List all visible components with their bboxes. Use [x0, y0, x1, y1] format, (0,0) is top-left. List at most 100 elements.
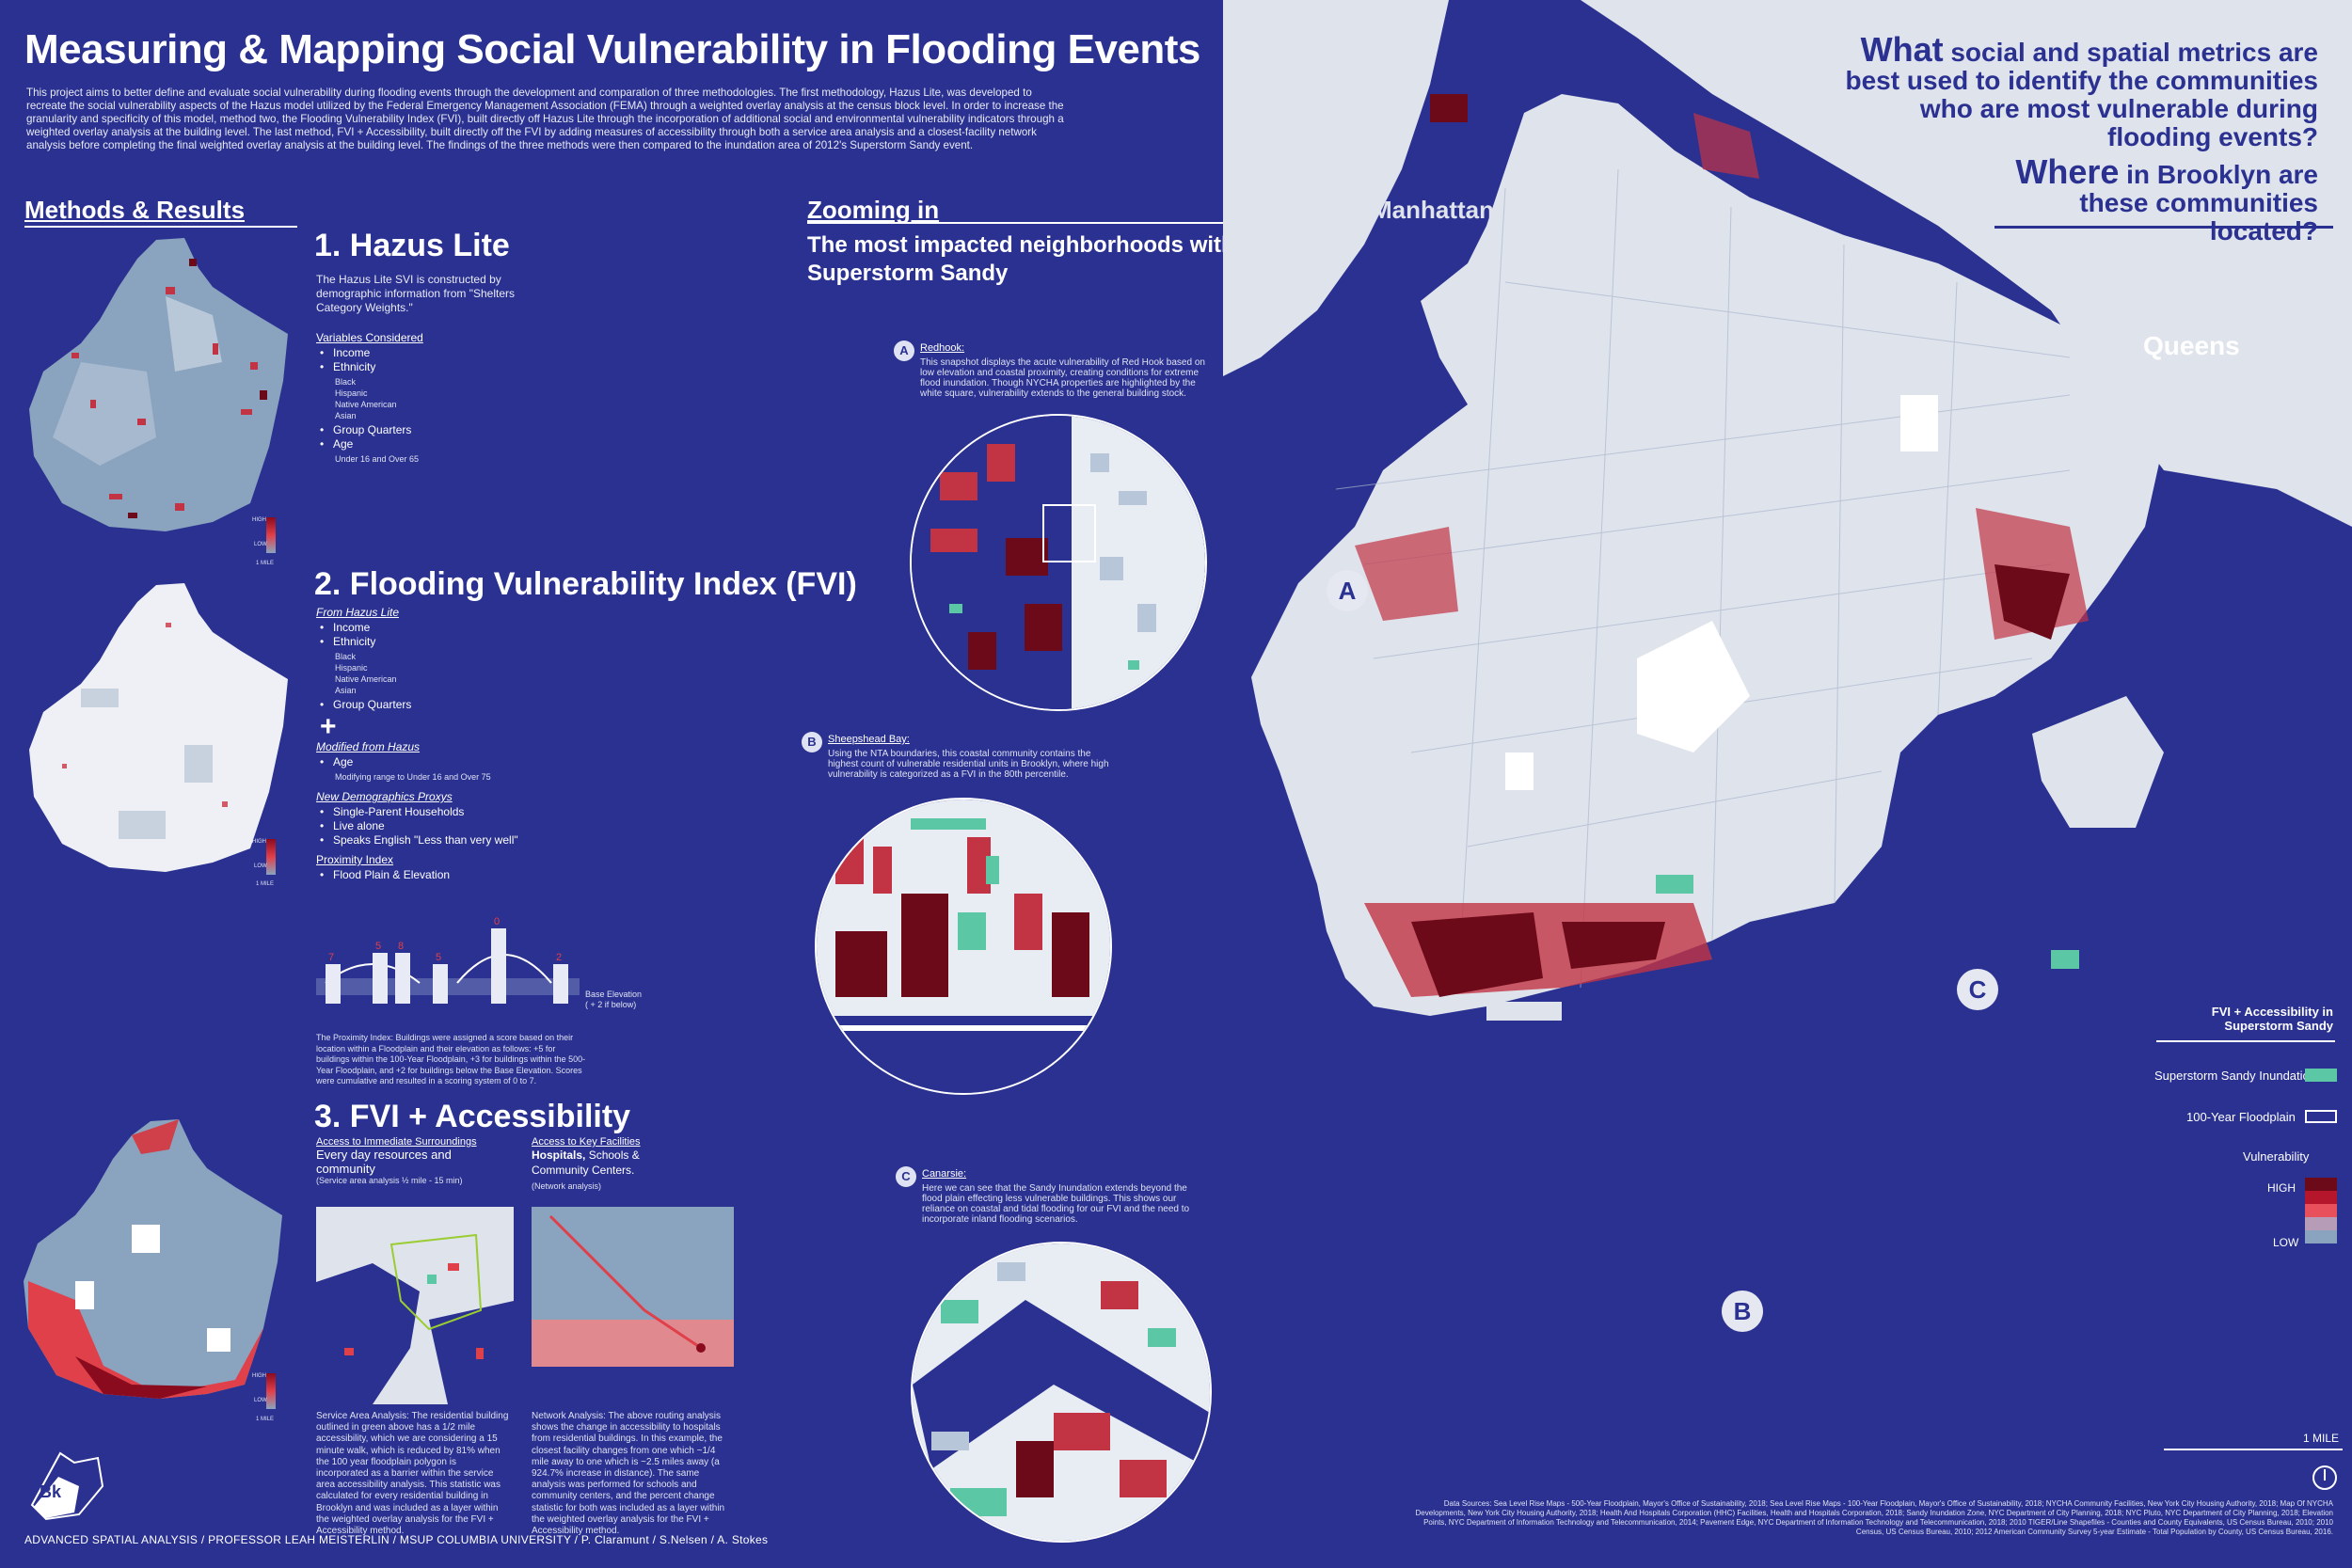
imm-surroundings-sub: (Service area analysis ½ mile - 15 min) — [316, 1176, 463, 1185]
hazus-heading: 1. Hazus Lite — [314, 228, 510, 263]
sheepshead-description: Using the NTA boundaries, this coastal c… — [828, 749, 1109, 780]
fvi-var-group: Group Quarters — [320, 698, 542, 712]
hazus-scale: 1 MILE — [256, 561, 275, 566]
hazus-legend-low: LOW — [254, 542, 267, 547]
fvi-eth-asian: Asian — [335, 686, 357, 695]
hazus-legend-ramp — [266, 517, 276, 553]
legend-floodplain-label: 100-Year Floodplain — [2186, 1110, 2296, 1124]
fvi-new-demo-label: New Demographics Proxys — [316, 790, 453, 803]
legend-ramp-4 — [2305, 1217, 2337, 1230]
fvi-demo-english: Speaks English "Less than very well" — [320, 833, 542, 847]
map-marker-b[interactable]: B — [1722, 1291, 1763, 1332]
poster-title: Measuring & Mapping Social Vulnerability… — [24, 26, 1200, 72]
service-area-map — [316, 1207, 514, 1404]
fvi-var-ethnicity: Ethnicity — [320, 635, 542, 649]
hazus-eth-black: Black — [335, 377, 357, 387]
legend-ramp-3 — [2305, 1204, 2337, 1217]
hazus-eth-native: Native American — [335, 400, 397, 409]
fvi-eth-black: Black — [335, 652, 357, 661]
proximity-diagram: 7 5 8 5 0 2 — [316, 916, 580, 1004]
brooklyn-main-map[interactable] — [1223, 0, 2352, 1568]
key-facilities-title: Hospitals, Schools & Community Centers. … — [532, 1148, 640, 1191]
hazus-vars-label: Variables Considered — [316, 331, 423, 344]
canarsie-badge: C — [896, 1166, 916, 1187]
legend-low-label: LOW — [2273, 1236, 2299, 1249]
question-underline — [1994, 226, 2333, 229]
score-label-4: 5 — [436, 952, 441, 963]
north-arrow-icon — [2312, 1465, 2337, 1490]
map-marker-a[interactable]: A — [1327, 570, 1368, 611]
redhook-zoom-circle[interactable] — [910, 414, 1207, 711]
score-label-1: 7 — [328, 952, 334, 963]
fvi-demo-single-parent: Single-Parent Households — [320, 805, 542, 819]
coney-island — [1486, 1002, 1562, 1021]
legend-ramp-2 — [2305, 1191, 2337, 1204]
sheepshead-name: Sheepshead Bay: — [828, 734, 910, 745]
data-sources: Data Sources: Sea Level Rise Maps - 500-… — [1415, 1499, 2333, 1536]
methods-underline — [24, 226, 297, 228]
service-area-description: Service Area Analysis: The residential b… — [316, 1411, 509, 1537]
canarsie-zoom-circle[interactable] — [911, 1242, 1212, 1543]
intro-paragraph: This project aims to better define and e… — [26, 87, 1064, 151]
network-description: Network Analysis: The above routing anal… — [532, 1411, 725, 1537]
sandy-inundation — [1656, 875, 2079, 969]
queens-label: Queens — [2143, 331, 2240, 360]
legend-high-label: HIGH — [2267, 1181, 2296, 1195]
access-scale: 1 MILE — [256, 1417, 275, 1422]
hazus-description: The Hazus Lite SVI is constructed by dem… — [316, 273, 516, 314]
legend-sandy-label: Superstorm Sandy Inundation — [2154, 1069, 2316, 1083]
hazus-eth-asian: Asian — [335, 411, 357, 420]
hazus-legend-high: HIGH — [252, 517, 266, 523]
fvi-var-income: Income — [320, 621, 542, 635]
base-elevation-label: Base Elevation( + 2 if below) — [585, 990, 643, 1009]
sheepshead-badge: B — [802, 732, 822, 752]
imm-surroundings-label: Access to Immediate Surroundings — [316, 1136, 477, 1148]
redhook-name: Redhook: — [920, 342, 965, 354]
access-legend-ramp — [266, 1373, 276, 1409]
score-label-3: 8 — [398, 941, 404, 952]
sheepshead-zoom-circle[interactable] — [815, 798, 1112, 1095]
legend-vulnerability-label: Vulnerability — [2243, 1149, 2310, 1164]
legend-ramp-5 — [2305, 1230, 2337, 1243]
imm-surroundings-title: Every day resources and community — [316, 1148, 452, 1176]
map-marker-c[interactable]: C — [1957, 969, 1998, 1010]
fvi-map — [29, 583, 288, 872]
map-scale-label: 1 MILE — [2303, 1432, 2340, 1445]
redhook-description: This snapshot displays the acute vulnera… — [920, 357, 1205, 399]
fvi-scale: 1 MILE — [256, 881, 275, 887]
legend-sandy-swatch — [2305, 1069, 2337, 1082]
access-legend-low: LOW — [254, 1398, 267, 1403]
fvi-proximity-label: Proximity Index — [316, 853, 394, 866]
zoom-underline — [807, 222, 1249, 224]
footer-credits: ADVANCED SPATIAL ANALYSIS / PROFESSOR LE… — [24, 1533, 769, 1546]
hazus-var-age: Age — [320, 437, 532, 451]
brooklyn-landmass — [1251, 94, 2164, 1016]
access-heading: 3. FVI + Accessibility — [314, 1099, 631, 1134]
legend-title: FVI + Accessibility in Superstorm Sandy — [2211, 1005, 2333, 1033]
fvi-modified-label: Modified from Hazus — [316, 740, 421, 753]
canarsie-description: Here we can see that the Sandy Inundatio… — [922, 1183, 1190, 1225]
manhattan-label: Manhattan — [1372, 196, 1494, 224]
legend-floodplain-swatch — [2305, 1110, 2337, 1123]
fvi-age-sub: Modifying range to Under 16 and Over 75 — [335, 772, 491, 782]
fvi-eth-native: Native American — [335, 674, 397, 684]
score-label-6: 2 — [556, 952, 562, 963]
hazus-var-group: Group Quarters — [320, 423, 532, 437]
borough-locator-map — [30, 1451, 104, 1521]
fvi-demo-live-alone: Live alone — [320, 819, 542, 833]
hazus-eth-hispanic: Hispanic — [335, 388, 368, 398]
fvi-prox-item: Flood Plain & Elevation — [320, 868, 542, 882]
methods-heading: Methods & Results — [24, 196, 246, 224]
plus-sign: + — [320, 711, 337, 742]
network-analysis-map — [532, 1207, 734, 1404]
borough-label: Bk — [40, 1482, 62, 1501]
access-legend-high: HIGH — [252, 1373, 266, 1379]
zoom-subheading: The most impacted neighborhoods within S… — [807, 232, 1256, 286]
research-question-2: Where in Brooklyn are these communities … — [2015, 152, 2318, 245]
fvi-from-label: From Hazus Lite — [316, 606, 400, 619]
research-question-1: What social and spatial metrics are best… — [1845, 30, 2318, 151]
fvi-legend-low: LOW — [254, 863, 267, 869]
fvi-heading: 2. Flooding Vulnerability Index (FVI) — [314, 566, 857, 602]
redhook-badge: A — [894, 341, 914, 361]
score-label-5: 0 — [494, 916, 500, 927]
